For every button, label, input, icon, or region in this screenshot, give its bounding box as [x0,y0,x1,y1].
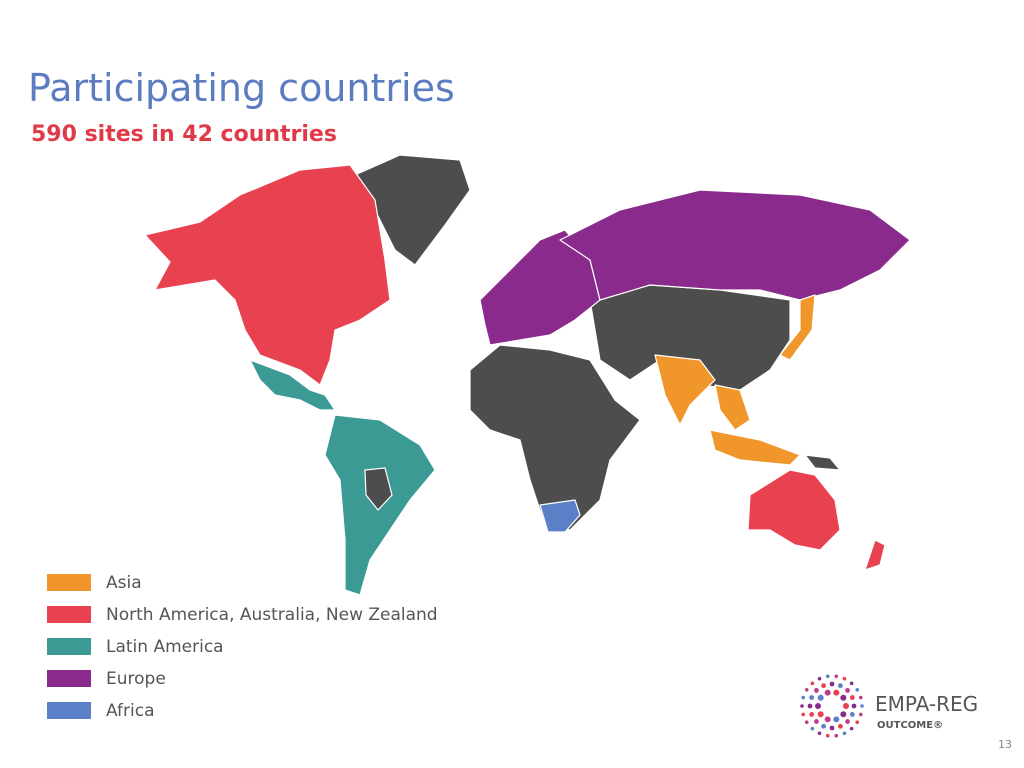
world-map [144,154,911,596]
logo-dot [849,695,855,700]
logo-dot [801,712,806,717]
logo-dot [845,688,850,693]
logo-dot [833,689,840,696]
logo-dot [858,695,863,700]
legend-label: Europe [106,669,166,689]
logo-dot [821,683,826,689]
logo-name: EMPA-REG [875,692,978,716]
legend-label: Latin America [106,637,224,657]
bolivia-paraguay [364,467,393,511]
logo: EMPA-REG OUTCOME® [800,674,978,738]
logo-dot [825,733,830,738]
logo-dot [814,719,819,724]
legend-label: North America, Australia, New Zealand [106,605,438,625]
logo-dot [817,731,822,736]
legend-swatch [47,574,91,591]
logo-dot [814,688,819,693]
logo-dot [817,694,824,701]
logo-dot [834,674,839,679]
legend-swatch [47,638,91,655]
logo-dot [858,712,863,717]
legend-swatch [47,606,91,623]
page-number: 13 [998,738,1012,751]
logo-dot [817,711,824,718]
logo-dot [809,712,815,717]
logo-dot [824,716,831,723]
north-america [144,164,391,386]
logo-dot [815,703,821,709]
new-guinea [804,454,841,471]
logo-tagline: OUTCOME® [877,720,943,731]
logo-dot [817,676,822,681]
logo-dot [833,716,840,723]
logo-dot [824,689,831,696]
logo-dot [807,703,813,709]
logo-dot [842,676,847,681]
logo-dot [825,674,830,679]
logo-dot [860,704,864,708]
logo-dot [829,725,835,731]
logo-dot [800,704,804,708]
australia [747,469,841,551]
logo-dot [849,712,855,717]
india [654,354,716,426]
title: Participating countries [28,66,455,110]
logo-dot [855,687,860,692]
logo-dot [840,694,847,701]
logo-dot [842,731,847,736]
logo-dot [834,733,839,738]
legend: Asia North America, Australia, New Zealan… [47,573,438,721]
southeast-asia [714,384,751,431]
japan [779,294,816,361]
logo-dot [829,681,835,687]
logo-mark [800,674,864,738]
indonesia [709,429,801,466]
logo-dot [843,703,849,709]
logo-dot [849,726,854,731]
logo-dot [851,703,857,709]
new-zealand [864,539,886,571]
logo-dot [804,720,809,725]
legend-swatch [47,702,91,719]
logo-dot [838,683,843,689]
logo-dot [855,720,860,725]
russia [559,189,911,301]
logo-dot [840,711,847,718]
logo-dot [804,687,809,692]
africa [469,344,641,531]
logo-dot [810,726,815,731]
logo-dot [849,681,854,686]
logo-dot [838,723,843,729]
greenland [354,154,471,266]
logo-dot [809,695,815,700]
logo-dot [801,695,806,700]
subtitle: 590 sites in 42 countries [31,122,337,147]
legend-swatch [47,670,91,687]
legend-label: Africa [106,701,155,721]
logo-dot [821,723,826,729]
logo-dot [810,681,815,686]
logo-dot [845,719,850,724]
south-africa [539,499,581,533]
central-america [249,359,336,411]
legend-label: Asia [106,573,142,593]
